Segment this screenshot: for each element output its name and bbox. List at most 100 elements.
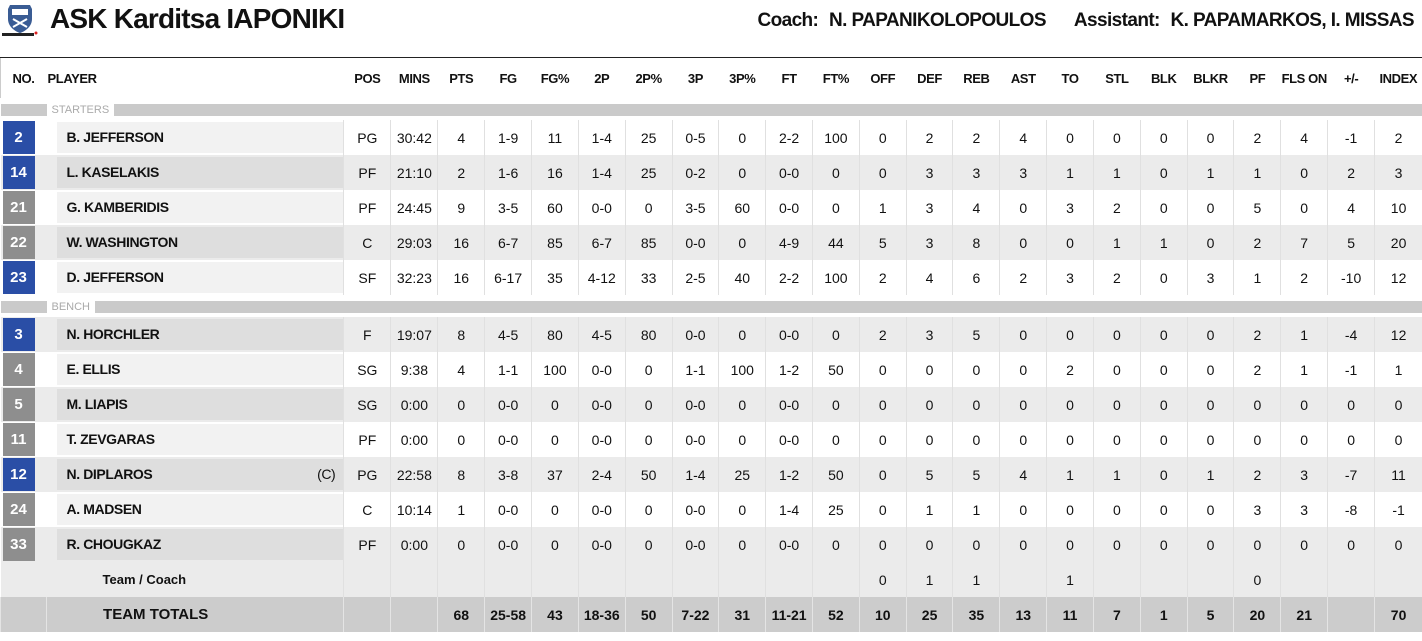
stat-pf: 1: [1233, 155, 1281, 190]
stat-fg-pct: 100: [531, 352, 579, 387]
stat-2p-pct: 0: [624, 190, 673, 225]
stat-reb: 8: [952, 225, 1000, 260]
stat-stl: 1: [1092, 155, 1141, 190]
player-name-cell: N. DIPLAROS (C): [47, 457, 344, 492]
stat-fg-pct: 0: [531, 387, 579, 422]
col-header-def[interactable]: DEF: [917, 70, 942, 86]
stat-reb: 1: [952, 492, 1000, 527]
col-header-fg-pct[interactable]: FG%: [540, 70, 570, 86]
col-header-plus-minus[interactable]: +/-: [1343, 70, 1359, 86]
col-header-blk[interactable]: BLK: [1150, 70, 1177, 86]
col-header-index[interactable]: INDEX: [1379, 70, 1418, 86]
col-header-player[interactable]: PLAYER: [47, 70, 98, 86]
section-label: STARTERS: [46, 102, 115, 118]
stat-off: 0: [858, 562, 907, 597]
col-header-pos[interactable]: POS: [354, 70, 381, 86]
player-name[interactable]: E. ELLIS: [56, 354, 344, 385]
col-header-blkr[interactable]: BLKR: [1193, 70, 1228, 86]
col-header-to[interactable]: TO: [1061, 70, 1079, 86]
player-name[interactable]: N. HORCHLER: [56, 319, 344, 350]
stat-reb: 0: [952, 527, 1000, 562]
col-header-off[interactable]: OFF: [870, 70, 896, 86]
stat-off: 1: [858, 190, 907, 225]
stat-off: 5: [858, 225, 907, 260]
jersey-number-badge: 2: [2, 121, 35, 154]
stat-3p-pct: 0: [718, 155, 766, 190]
stat-2p: 18-36: [577, 597, 626, 632]
stat-pts: 0: [437, 422, 485, 457]
stat-to: 0: [1046, 317, 1094, 352]
stat-pts: 68: [437, 597, 485, 632]
col-header-stl[interactable]: STL: [1105, 70, 1129, 86]
stat-fg: [484, 562, 532, 597]
jersey-number-badge: 4: [2, 353, 35, 386]
jersey-number-cell: 14: [1, 155, 47, 190]
stat-fls-on: 3: [1280, 457, 1328, 492]
coach-label: Coach:: [757, 10, 819, 31]
stat-fg-pct: [531, 562, 579, 597]
stat-mins: [390, 562, 438, 597]
col-header-fg[interactable]: FG: [499, 70, 517, 86]
stat-fls-on: 21: [1280, 597, 1328, 632]
player-name[interactable]: T. ZEVGARAS: [56, 424, 344, 455]
stat-pos: SG: [343, 352, 391, 387]
stat-3p-pct: 40: [718, 260, 766, 295]
player-name-cell: W. WASHINGTON: [47, 225, 344, 260]
stat-plus-minus: 0: [1327, 527, 1375, 562]
stat-mins: 24:45: [390, 190, 438, 225]
stat-fg: 1-6: [484, 155, 532, 190]
stat-ast: 0: [999, 317, 1047, 352]
col-header-pts[interactable]: PTS: [449, 70, 474, 86]
stat-off: 2: [858, 260, 907, 295]
stat-ft-pct: 0: [812, 190, 860, 225]
stat-3p-pct: [718, 562, 766, 597]
player-row: 21 G. KAMBERIDIS PF 24:45 9 3-5 60 0-0 0 3-5 60 0-0…: [0, 190, 1422, 225]
col-header-fls-on[interactable]: FLS ON: [1281, 70, 1328, 86]
stat-ft: 0-0: [765, 527, 813, 562]
player-name[interactable]: D. JEFFERSON: [56, 262, 344, 293]
col-header-mins[interactable]: MINS: [398, 70, 430, 86]
stat-fg-pct: 11: [531, 120, 579, 155]
player-name[interactable]: N. DIPLAROS (C): [56, 459, 344, 490]
col-header-ft[interactable]: FT: [781, 70, 797, 86]
col-header-2p-pct[interactable]: 2P%: [635, 70, 662, 86]
stat-ft-pct: 0: [812, 527, 860, 562]
player-name[interactable]: R. CHOUGKAZ: [56, 529, 344, 560]
stat-blkr: 0: [1186, 492, 1234, 527]
stat-def: 0: [905, 352, 953, 387]
stat-ft-pct: 100: [812, 120, 860, 155]
stat-fls-on: 0: [1280, 190, 1328, 225]
player-name[interactable]: B. JEFFERSON: [56, 122, 344, 153]
col-header-no[interactable]: NO.: [12, 70, 35, 86]
stat-2p: [577, 562, 626, 597]
col-header-2p[interactable]: 2P: [594, 70, 610, 86]
stat-pf: 0: [1233, 562, 1281, 597]
stat-3p-pct: 31: [718, 597, 766, 632]
stat-blk: 1: [1139, 597, 1188, 632]
player-name[interactable]: W. WASHINGTON: [56, 227, 344, 258]
col-header-ft-pct[interactable]: FT%: [822, 70, 850, 86]
jersey-number-badge: 11: [2, 423, 35, 456]
player-name[interactable]: G. KAMBERIDIS: [56, 192, 344, 223]
player-name[interactable]: L. KASELAKIS: [56, 157, 344, 188]
stat-def: 2: [905, 120, 953, 155]
stat-plus-minus: 4: [1327, 190, 1375, 225]
stat-3p: [671, 562, 719, 597]
stat-ft-pct: 50: [812, 457, 860, 492]
stat-pos: PF: [343, 422, 391, 457]
col-header-ast[interactable]: AST: [1010, 70, 1036, 86]
col-header-reb[interactable]: REB: [963, 70, 990, 86]
col-header-3p-pct[interactable]: 3P%: [729, 70, 756, 86]
stat-ft-pct: 0: [812, 387, 860, 422]
stat-3p: 0-0: [671, 225, 719, 260]
stat-blk: 0: [1139, 352, 1188, 387]
stat-3p: 1-1: [671, 352, 719, 387]
stat-ast: 2: [999, 260, 1047, 295]
player-name[interactable]: A. MADSEN: [56, 494, 344, 525]
stat-off: 10: [858, 597, 907, 632]
stat-pos: SG: [343, 387, 391, 422]
col-header-pf[interactable]: PF: [1249, 70, 1266, 86]
player-name[interactable]: M. LIAPIS: [56, 389, 344, 420]
stat-pts: 16: [437, 225, 485, 260]
col-header-3p[interactable]: 3P: [687, 70, 704, 86]
